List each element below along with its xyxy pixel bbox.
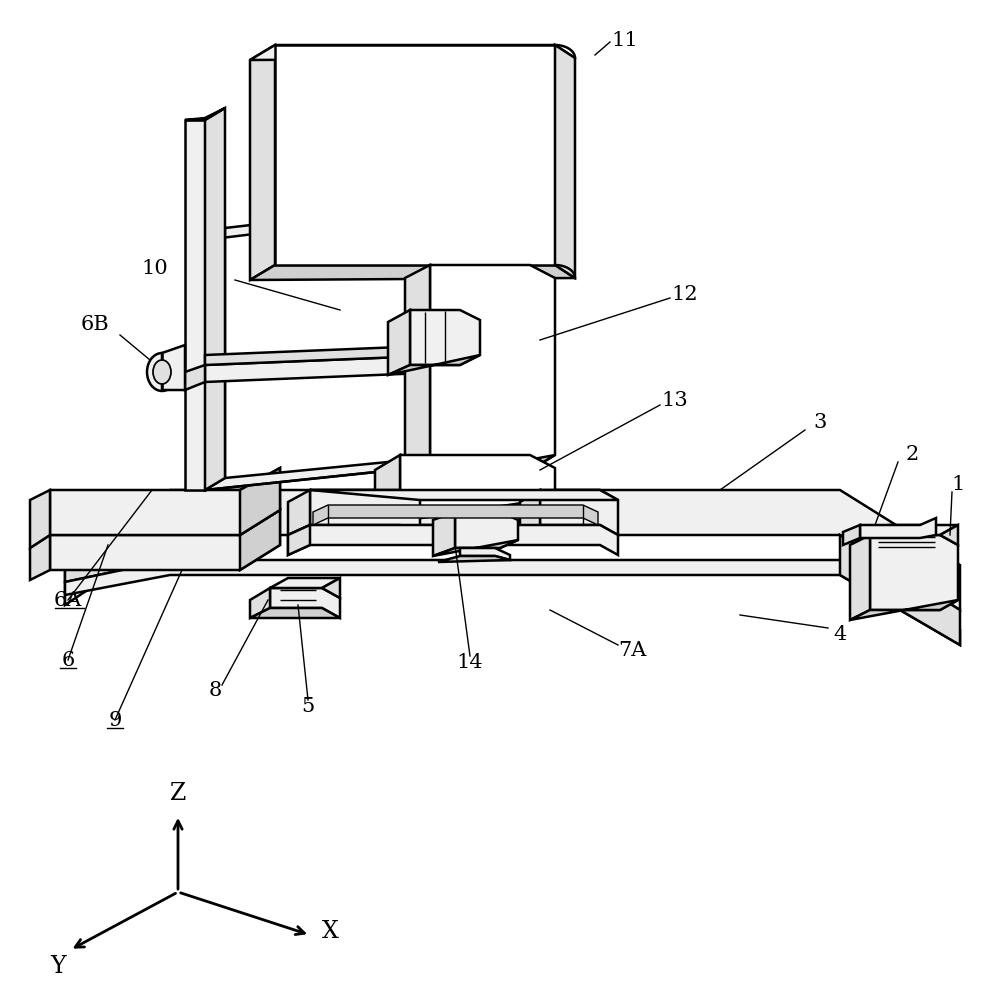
Polygon shape: [843, 525, 860, 545]
Polygon shape: [288, 525, 310, 555]
Polygon shape: [310, 490, 420, 535]
Polygon shape: [185, 108, 225, 120]
Text: 13: 13: [662, 390, 688, 409]
Polygon shape: [185, 120, 205, 490]
Text: 6A: 6A: [54, 591, 82, 610]
Polygon shape: [270, 588, 340, 618]
Polygon shape: [850, 600, 958, 620]
Text: 10: 10: [142, 258, 168, 277]
Ellipse shape: [147, 353, 177, 391]
Polygon shape: [870, 525, 958, 535]
Polygon shape: [270, 578, 340, 588]
Polygon shape: [322, 578, 340, 598]
Polygon shape: [313, 505, 598, 525]
Text: 7A: 7A: [618, 640, 646, 659]
Polygon shape: [455, 512, 518, 548]
Polygon shape: [405, 265, 430, 483]
Polygon shape: [410, 310, 480, 365]
Polygon shape: [840, 535, 960, 645]
Polygon shape: [240, 468, 280, 535]
Text: 8: 8: [208, 680, 222, 699]
Polygon shape: [250, 608, 340, 618]
Polygon shape: [520, 490, 540, 535]
Polygon shape: [375, 455, 400, 525]
Polygon shape: [400, 455, 555, 512]
Polygon shape: [50, 468, 280, 535]
Polygon shape: [388, 310, 410, 375]
Text: X: X: [322, 921, 339, 943]
Polygon shape: [250, 588, 270, 618]
Polygon shape: [860, 518, 936, 538]
Polygon shape: [375, 498, 555, 525]
Polygon shape: [388, 355, 480, 375]
Text: 5: 5: [301, 696, 315, 716]
Text: 6B: 6B: [81, 316, 109, 335]
Polygon shape: [30, 490, 50, 548]
Polygon shape: [288, 490, 310, 535]
Text: 11: 11: [612, 31, 638, 50]
Polygon shape: [310, 490, 618, 500]
Polygon shape: [30, 535, 50, 580]
Polygon shape: [205, 228, 225, 490]
Polygon shape: [405, 455, 555, 483]
Polygon shape: [433, 512, 455, 556]
Polygon shape: [205, 108, 225, 490]
Polygon shape: [940, 525, 958, 545]
Polygon shape: [185, 365, 205, 390]
Polygon shape: [250, 265, 575, 280]
Polygon shape: [65, 490, 960, 610]
Text: 9: 9: [108, 711, 122, 730]
Polygon shape: [288, 525, 618, 555]
Polygon shape: [850, 535, 870, 620]
Polygon shape: [205, 450, 510, 490]
Text: 14: 14: [457, 652, 483, 671]
Polygon shape: [460, 548, 510, 560]
Text: 2: 2: [905, 446, 919, 465]
Polygon shape: [162, 345, 185, 390]
Text: Z: Z: [170, 782, 186, 805]
Polygon shape: [250, 45, 575, 60]
Text: Y: Y: [50, 955, 66, 978]
Polygon shape: [275, 45, 555, 265]
Polygon shape: [540, 490, 618, 535]
Text: 12: 12: [672, 286, 698, 305]
Polygon shape: [870, 535, 958, 610]
Polygon shape: [433, 540, 518, 556]
Polygon shape: [438, 556, 510, 562]
Text: 3: 3: [813, 412, 827, 432]
Polygon shape: [288, 525, 618, 535]
Text: 6: 6: [61, 650, 75, 669]
Polygon shape: [205, 333, 470, 365]
Polygon shape: [555, 45, 575, 278]
Text: 1: 1: [951, 476, 965, 495]
Polygon shape: [240, 510, 280, 570]
Text: 4: 4: [833, 626, 847, 644]
Polygon shape: [65, 560, 960, 645]
Polygon shape: [205, 343, 470, 382]
Polygon shape: [250, 45, 275, 280]
Polygon shape: [205, 195, 510, 240]
Polygon shape: [65, 535, 170, 582]
Polygon shape: [430, 265, 555, 470]
Ellipse shape: [153, 360, 171, 384]
Polygon shape: [50, 510, 280, 570]
